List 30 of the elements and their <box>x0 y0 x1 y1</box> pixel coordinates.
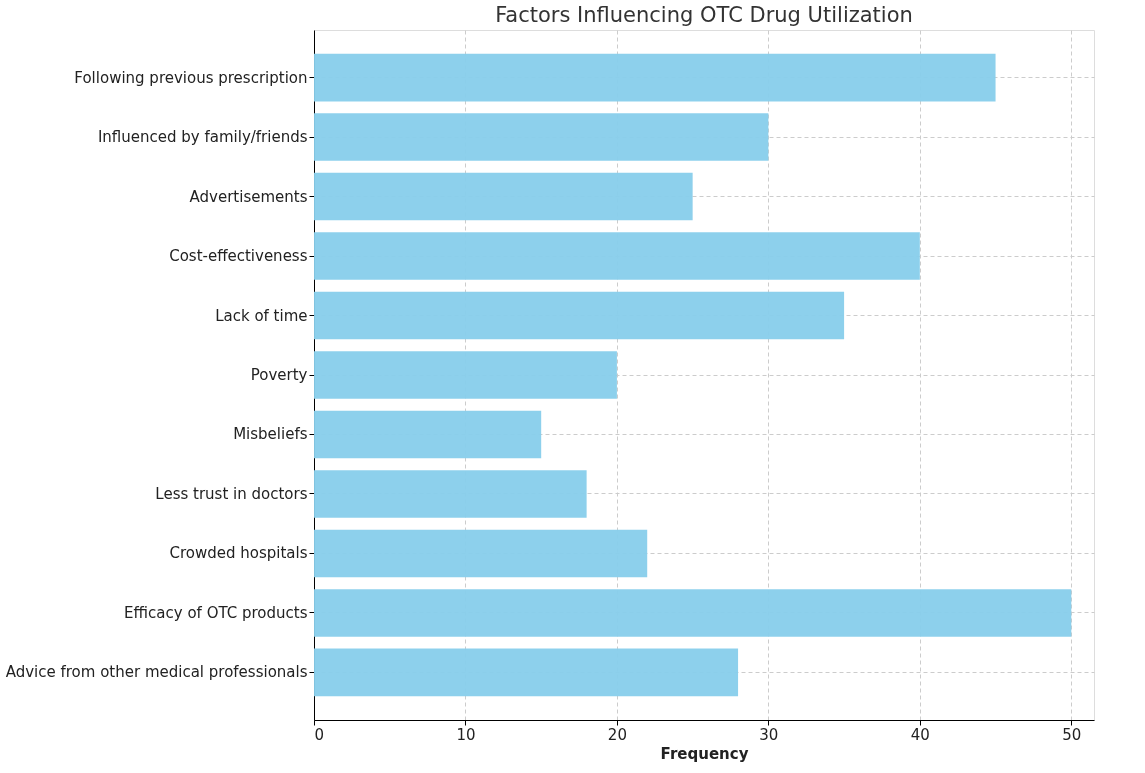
y-tick-label: Influenced by family/friends <box>97 128 308 147</box>
x-tick-label: 50 <box>1062 725 1082 744</box>
y-tick-label: Efficacy of OTC products <box>124 603 308 622</box>
bar <box>314 172 693 221</box>
x-tick-label: 30 <box>759 725 779 744</box>
bar <box>314 589 1072 637</box>
x-tick-label: 0 <box>314 725 325 744</box>
bar <box>314 291 845 340</box>
x-tick-label: 40 <box>910 725 930 744</box>
bar <box>314 53 996 102</box>
bar <box>314 232 920 280</box>
y-tick-label: Less trust in doctors <box>155 484 308 503</box>
y-tick-label: Poverty <box>250 366 308 384</box>
x-axis-title: Frequency <box>660 744 749 763</box>
bar <box>314 470 587 518</box>
y-tick-label: Lack of time <box>215 306 308 325</box>
y-tick-label: Cost-effectiveness <box>169 247 308 266</box>
chart-title: Factors Influencing OTC Drug Utilization <box>495 3 913 27</box>
x-tick-label: 20 <box>607 725 627 744</box>
bar <box>314 351 617 399</box>
y-tick-label: Misbeliefs <box>233 425 308 444</box>
y-tick-label: Advice from other medical professionals <box>5 663 308 682</box>
bar <box>314 648 739 697</box>
bar <box>314 113 769 161</box>
y-tick-label: Advertisements <box>189 187 308 206</box>
bar <box>314 529 648 578</box>
bar <box>314 410 542 459</box>
x-tick-label: 10 <box>456 725 476 744</box>
y-tick-label: Following previous prescription <box>74 68 308 87</box>
y-tick-label: Crowded hospitals <box>169 544 308 563</box>
